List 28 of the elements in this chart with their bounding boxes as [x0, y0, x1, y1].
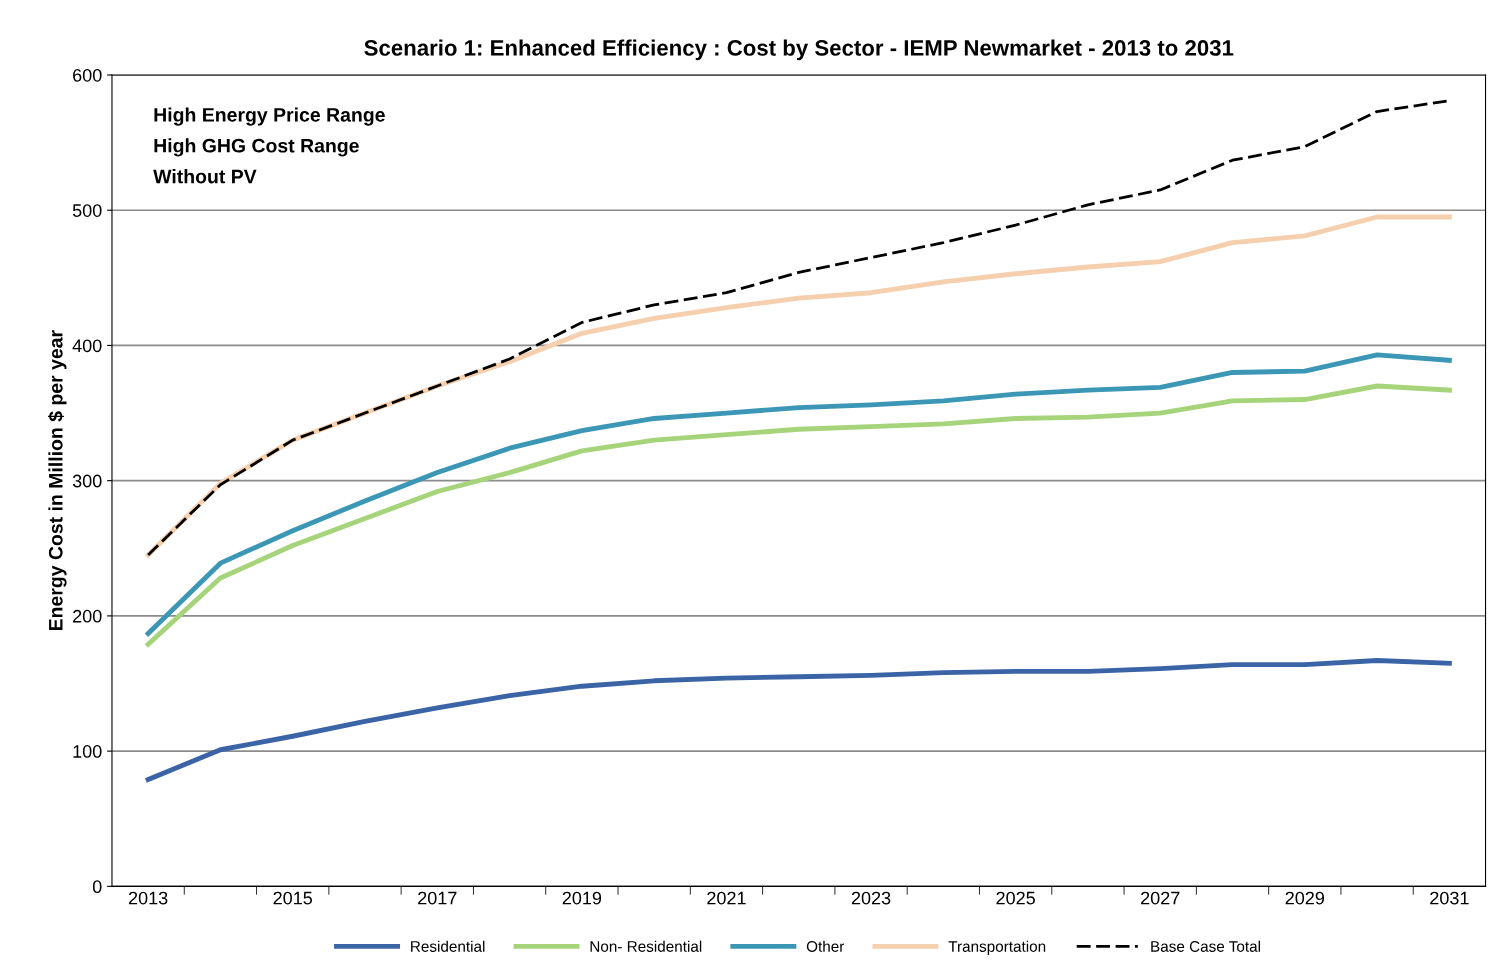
y-tick-label: 0: [92, 880, 102, 894]
legend-label: Other: [806, 940, 845, 952]
x-tick-label: 2025: [996, 891, 1035, 905]
y-tick-label: 600: [73, 68, 102, 82]
legend-label: Residential: [411, 940, 485, 952]
x-tick-label: 2013: [128, 891, 168, 905]
y-tick-label: 100: [73, 745, 102, 758]
y-tick-label: 200: [73, 609, 102, 623]
annotation: High Energy Price Range: [154, 107, 385, 126]
legend-label: Transportation: [948, 940, 1046, 955]
x-tick-label: 2027: [1141, 891, 1180, 905]
y-tick-label: 300: [72, 474, 102, 488]
x-tick-label: 2023: [851, 891, 891, 905]
x-tick-label: 2017: [418, 891, 457, 905]
y-tick-label: 400: [72, 339, 102, 353]
line-series: [145, 658, 1452, 782]
annotation: Without PV: [153, 169, 257, 184]
y-axis-title: Energy Cost in Million $ per year: [48, 330, 67, 631]
legend-label: Base Case Total: [1151, 940, 1260, 952]
legend-label: Non- Residential: [590, 940, 702, 952]
annotation: High GHG Cost Range: [154, 138, 359, 157]
chart-title: Scenario 1: Enhanced Efficiency : Cost by Sector - IEMP Newmarket - 2013 to 2031: [364, 39, 1234, 61]
x-tick-label: 2031: [1430, 891, 1469, 905]
y-tick-label: 500: [72, 204, 102, 217]
x-tick-label: 2019: [562, 891, 602, 905]
x-tick-label: 2021: [707, 891, 746, 905]
x-tick-label: 2029: [1285, 891, 1325, 905]
x-tick-label: 2015: [273, 891, 313, 905]
